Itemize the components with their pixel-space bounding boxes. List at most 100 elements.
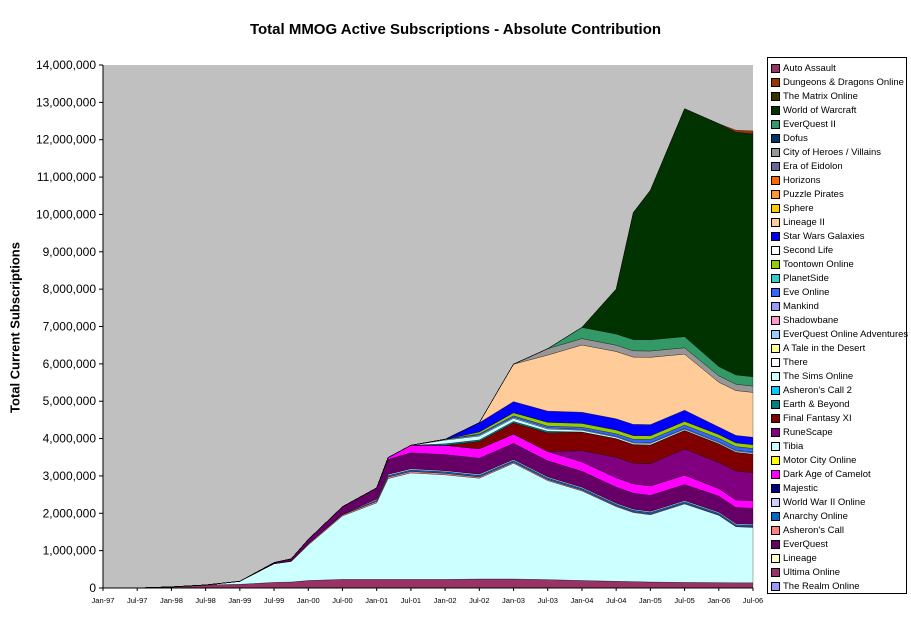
legend-item-there: There bbox=[771, 355, 808, 369]
legend-swatch bbox=[771, 273, 780, 283]
legend-swatch bbox=[771, 441, 780, 451]
x-tick-label: Jul-97 bbox=[127, 596, 147, 605]
legend-swatch bbox=[771, 399, 780, 409]
x-tick-label: Jan-03 bbox=[502, 596, 525, 605]
x-tick-label: Jan-00 bbox=[297, 596, 320, 605]
legend-item-earth-and-beyond: Earth & Beyond bbox=[771, 397, 850, 411]
legend-item-auto-assault: Auto Assault bbox=[771, 61, 836, 75]
x-tick-label: Jul-03 bbox=[538, 596, 558, 605]
legend-swatch bbox=[771, 455, 780, 465]
legend-swatch bbox=[771, 497, 780, 507]
area-dungeons-and-dragons-online-22 bbox=[103, 108, 754, 589]
x-tick-label: Jan-99 bbox=[228, 596, 251, 605]
legend-swatch bbox=[771, 91, 780, 101]
legend-label: Shadowbane bbox=[783, 314, 839, 326]
legend-label: Sphere bbox=[783, 202, 814, 214]
legend-label: EverQuest Online Adventures bbox=[783, 328, 909, 340]
legend-item-dungeons-and-dragons-online: Dungeons & Dragons Online bbox=[771, 75, 904, 89]
legend-item-motor-city-online: Motor City Online bbox=[771, 453, 856, 467]
legend-swatch bbox=[771, 231, 780, 241]
legend-swatch bbox=[771, 77, 780, 87]
legend-swatch bbox=[771, 147, 780, 157]
legend-label: Dofus bbox=[783, 132, 808, 144]
legend-swatch bbox=[771, 413, 780, 423]
x-tick-label: Jan-01 bbox=[365, 596, 388, 605]
legend-swatch bbox=[771, 203, 780, 213]
legend-swatch bbox=[771, 217, 780, 227]
legend-item-dofus: Dofus bbox=[771, 131, 808, 145]
legend-item-everquest: EverQuest bbox=[771, 537, 828, 551]
x-tick-label: Jul-02 bbox=[469, 596, 489, 605]
legend-label: EverQuest II bbox=[783, 118, 836, 130]
legend-label: Star Wars Galaxies bbox=[783, 230, 865, 242]
y-tick-label: 1,000,000 bbox=[43, 544, 97, 558]
legend: Auto Assault Dungeons & Dragons Online The… bbox=[767, 57, 909, 594]
legend-label: Era of Eidolon bbox=[783, 160, 843, 172]
legend-swatch bbox=[771, 553, 780, 563]
legend-item-asheron-s-call-2: Asheron's Call 2 bbox=[771, 383, 852, 397]
legend-item-era-of-eidolon: Era of Eidolon bbox=[771, 159, 843, 173]
legend-item-lineage: Lineage bbox=[771, 551, 817, 565]
legend-label: The Realm Online bbox=[783, 580, 860, 592]
y-tick-label: 9,000,000 bbox=[43, 245, 97, 259]
y-tick-label: 3,000,000 bbox=[43, 469, 97, 483]
legend-label: Anarchy Online bbox=[783, 510, 848, 522]
legend-item-runescape: RuneScape bbox=[771, 425, 833, 439]
legend-item-asheron-s-call: Asheron's Call bbox=[771, 523, 844, 537]
y-tick-label: 5,000,000 bbox=[43, 394, 97, 408]
legend-item-everquest-ii: EverQuest II bbox=[771, 117, 836, 131]
x-tick-label: Jul-05 bbox=[674, 596, 694, 605]
legend-swatch bbox=[771, 119, 780, 129]
legend-item-the-realm-online: The Realm Online bbox=[771, 579, 860, 593]
legend-label: Toontown Online bbox=[783, 258, 854, 270]
legend-label: City of Heroes / Villains bbox=[783, 146, 882, 158]
x-tick-label: Jan-97 bbox=[92, 596, 115, 605]
y-tick-label: 6,000,000 bbox=[43, 357, 97, 371]
x-tick-label: Jan-02 bbox=[434, 596, 457, 605]
y-tick-label: 7,000,000 bbox=[43, 320, 97, 334]
legend-label: EverQuest bbox=[783, 538, 828, 550]
legend-label: Majestic bbox=[783, 482, 818, 494]
legend-label: RuneScape bbox=[783, 426, 833, 438]
legend-label: Final Fantasy XI bbox=[783, 412, 852, 424]
y-tick-label: 8,000,000 bbox=[43, 282, 97, 296]
legend-item-final-fantasy-xi: Final Fantasy XI bbox=[771, 411, 852, 425]
legend-item-horizons: Horizons bbox=[771, 173, 821, 187]
legend-item-toontown-online: Toontown Online bbox=[771, 257, 854, 271]
legend-item-anarchy-online: Anarchy Online bbox=[771, 509, 848, 523]
x-tick-label: Jul-06 bbox=[743, 596, 763, 605]
legend-swatch bbox=[771, 525, 780, 535]
x-ticks: Jan-97 Jul-97 Jan-98 Jul-98 Jan-99 Jul-99 Jan-… bbox=[92, 588, 763, 605]
legend-label: PlanetSide bbox=[783, 272, 829, 284]
y-ticks: 0 1,000,000 2,000,000 3,000,000 4,000,000 5,0… bbox=[36, 58, 103, 595]
x-tick-label: Jul-99 bbox=[264, 596, 284, 605]
legend-label: Lineage II bbox=[783, 216, 825, 228]
legend-swatch bbox=[771, 63, 780, 73]
legend-item-planetside: PlanetSide bbox=[771, 271, 829, 285]
legend-label: Eve Online bbox=[783, 286, 830, 298]
legend-swatch bbox=[771, 105, 780, 115]
legend-item-world-of-warcraft: World of Warcraft bbox=[771, 103, 856, 117]
legend-label: There bbox=[783, 356, 808, 368]
legend-label: Motor City Online bbox=[783, 454, 857, 466]
legend-item-ultima-online: Ultima Online bbox=[771, 565, 840, 579]
legend-item-city-of-heroes-villains: City of Heroes / Villains bbox=[771, 145, 881, 159]
legend-item-mankind: Mankind bbox=[771, 299, 819, 313]
x-tick-label: Jan-98 bbox=[160, 596, 183, 605]
legend-item-second-life: Second Life bbox=[771, 243, 833, 257]
legend-swatch bbox=[771, 567, 780, 577]
x-tick-label: Jul-00 bbox=[332, 596, 352, 605]
legend-label: Mankind bbox=[783, 300, 819, 312]
legend-label: Auto Assault bbox=[783, 62, 836, 74]
y-tick-label: 12,000,000 bbox=[36, 133, 96, 147]
legend-label: Earth & Beyond bbox=[783, 398, 850, 410]
legend-swatch bbox=[771, 259, 780, 269]
legend-item-eve-online: Eve Online bbox=[771, 285, 829, 299]
legend-label: Puzzle Pirates bbox=[783, 188, 844, 200]
legend-item-shadowbane: Shadowbane bbox=[771, 313, 838, 327]
x-tick-label: Jul-01 bbox=[401, 596, 421, 605]
legend-label: Second Life bbox=[783, 244, 834, 256]
legend-item-majestic: Majestic bbox=[771, 481, 818, 495]
legend-item-dark-age-of-camelot: Dark Age of Camelot bbox=[771, 467, 871, 481]
